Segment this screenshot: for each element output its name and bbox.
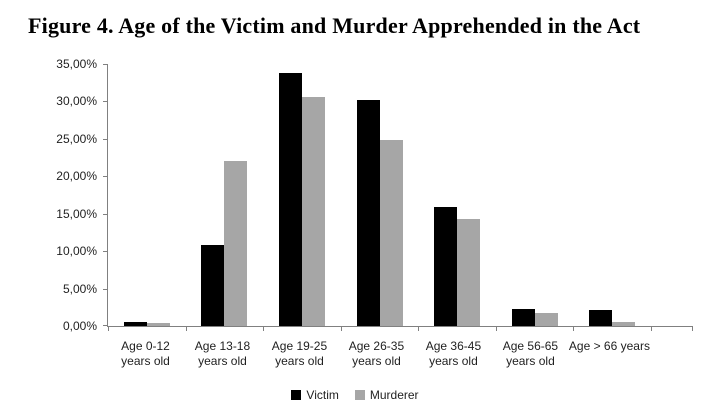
y-axis-label: 25,00%	[56, 131, 97, 146]
bar-group	[496, 64, 574, 326]
x-axis-category-label: Age 0-12 years old	[121, 339, 170, 368]
x-axis-tick	[495, 326, 497, 331]
murderer-bar	[457, 218, 481, 326]
y-axis-tick	[103, 101, 108, 103]
y-axis-tick	[103, 213, 108, 215]
y-axis-tick	[103, 138, 108, 140]
bar-group	[341, 64, 419, 326]
x-axis-tick	[108, 326, 109, 331]
bar-group	[186, 64, 264, 326]
x-axis-tick	[418, 326, 419, 331]
y-axis-label: 35,00%	[56, 57, 97, 71]
y-axis-tick	[103, 64, 108, 65]
murderer-bar	[379, 140, 403, 326]
y-axis-label: 30,00%	[56, 94, 97, 109]
murderer-swatch-icon	[354, 390, 365, 400]
victim-swatch-icon	[291, 390, 302, 400]
bar-group	[263, 64, 341, 326]
y-axis-tick	[103, 176, 108, 178]
x-axis-tick	[263, 326, 264, 331]
murderer-bar	[224, 161, 248, 326]
x-axis-tick	[650, 326, 652, 331]
x-axis-category-label: Age > 66 years	[568, 339, 650, 353]
y-axis-label: 15,00%	[56, 206, 97, 221]
plot-area	[103, 64, 693, 331]
y-axis-tick	[103, 288, 108, 290]
x-axis-tick	[340, 326, 342, 331]
victim-bar	[278, 72, 302, 326]
victim-bar	[201, 245, 225, 326]
legend-label-murderer: Murderer	[369, 388, 419, 402]
x-axis-tick	[185, 326, 187, 331]
legend-label-victim: Victim	[306, 388, 339, 402]
victim-bar	[123, 322, 147, 326]
bar-groups	[108, 64, 651, 326]
y-axis-label: 5,00%	[62, 281, 97, 296]
y-axis-label: 20,00%	[56, 169, 97, 184]
x-axis-category-label: Age 19-25 years old	[271, 339, 328, 368]
bar-group	[108, 64, 186, 326]
victim-bar	[589, 310, 613, 326]
y-axis-label: 10,00%	[56, 244, 97, 259]
murderer-bar	[612, 321, 636, 326]
x-axis-tick	[692, 326, 693, 331]
x-axis-tick	[573, 326, 574, 331]
x-axis-labels: Age 0-12 years old Age 13-18 years old Age 1…	[107, 339, 650, 369]
y-axis: 0,00% 5,00% 10,00% 15,00% 20,00% 25,00% 30,00%…	[0, 57, 97, 333]
y-axis-tick	[103, 251, 108, 253]
y-axis-tick	[103, 325, 108, 326]
x-axis-category-label: Age 26-35 years old	[348, 339, 405, 368]
legend-item-murderer: Murderer	[354, 388, 419, 402]
murderer-bar	[146, 323, 170, 326]
x-axis-category-label: Age 13-18 years old	[194, 339, 251, 368]
legend: Victim Murderer	[240, 388, 470, 402]
figure-title: Figure 4. Age of the Victim and Murder A…	[28, 13, 641, 38]
victim-bar	[434, 206, 458, 326]
x-axis-category-label: Age 56-65 years old	[502, 339, 559, 368]
bar-group	[573, 64, 651, 326]
murderer-bar	[534, 313, 558, 326]
y-axis-label: 0,00%	[62, 319, 97, 333]
bar-group	[418, 64, 496, 326]
x-axis-category-label: Age 36-45 years old	[425, 339, 482, 368]
victim-bar	[356, 99, 380, 326]
murderer-bar	[301, 96, 325, 326]
victim-bar	[511, 308, 535, 326]
legend-item-victim: Victim	[291, 388, 339, 402]
